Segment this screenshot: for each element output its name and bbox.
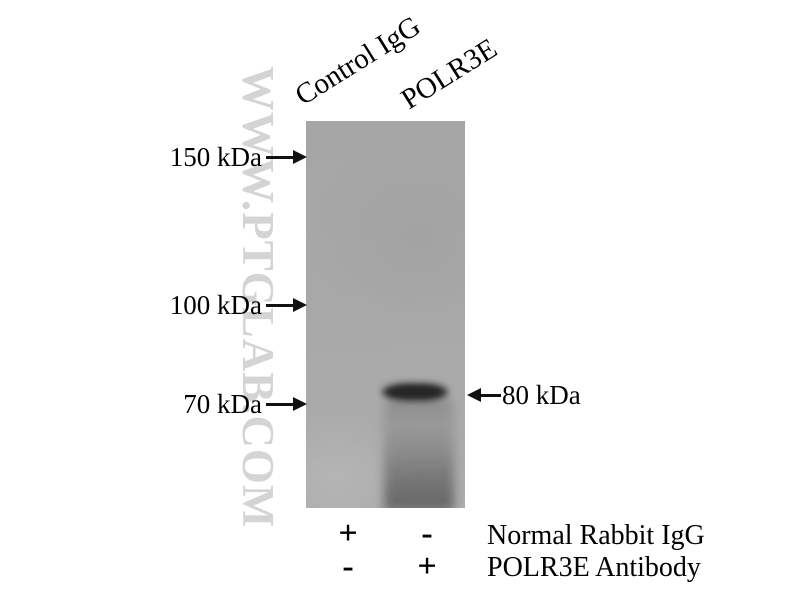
lane-smear [384,399,454,508]
legend-row1-lane1-sign: + [338,515,358,552]
legend-row2-lane2-sign: + [417,548,437,585]
band-annotation-80kda: 80 kDa [502,380,581,410]
legend-row2-label: POLR3E Antibody [487,552,701,583]
mw-marker-150kda: 150 kDa [169,142,262,172]
arrow-right-icon [266,150,307,164]
arrow-right-icon [266,298,307,312]
protein-band-core [390,387,440,397]
legend-row1-label: Normal Rabbit IgG [487,520,705,551]
legend-row1-lane2-sign: - [421,515,433,552]
arrow-right-icon [266,397,307,411]
legend-row2-lane1-sign: - [342,548,354,585]
blot-membrane [306,121,465,508]
mw-marker-70kda: 70 kDa [183,389,262,419]
arrow-left-icon [467,388,501,402]
mw-marker-100kda: 100 kDa [169,290,262,320]
